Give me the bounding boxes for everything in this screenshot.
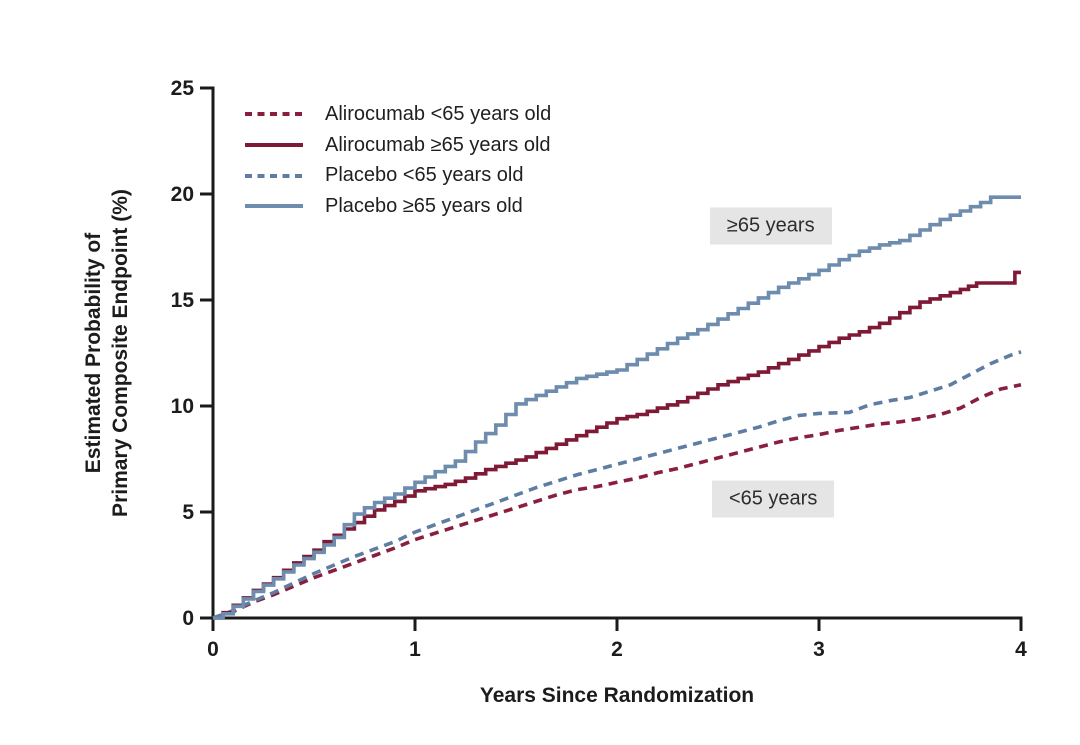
x-tick-label: 2 — [611, 638, 623, 661]
y-tick-label: 15 — [171, 289, 195, 312]
y-axis-title-line2: Primary Composite Endpoint (%) — [109, 189, 132, 517]
legend-label: Placebo <65 years old — [325, 164, 524, 187]
legend-item-alirocumab-lt65: Alirocumab <65 years old — [245, 99, 551, 130]
x-axis-title: Years Since Randomization — [479, 684, 755, 707]
legend-label: Placebo ≥65 years old — [325, 194, 523, 217]
y-tick-label: 10 — [171, 395, 194, 418]
x-tick-label: 4 — [1015, 638, 1027, 661]
annotation-lt65-years: <65 years — [711, 480, 835, 518]
legend-item-placebo-ge65: Placebo ≥65 years old — [245, 191, 551, 222]
y-tick-label: 0 — [182, 607, 194, 630]
legend-item-placebo-lt65: Placebo <65 years old — [245, 160, 551, 191]
series-placebo-ge65 — [213, 195, 1021, 620]
annotation-ge65-years: ≥65 years — [709, 207, 832, 245]
x-tick-label: 1 — [409, 638, 421, 661]
series-placebo-lt65 — [212, 350, 1022, 620]
y-axis-title: Estimated Probability of Primary Composi… — [80, 88, 134, 618]
y-axis-title-line1: Estimated Probability of — [82, 232, 105, 474]
legend-swatch-solid-maroon-icon — [245, 143, 303, 148]
y-tick-label: 20 — [171, 183, 194, 206]
legend-label: Alirocumab <65 years old — [325, 102, 552, 125]
series-alirocumab-ge65 — [213, 270, 1021, 620]
x-tick-label: 3 — [813, 638, 825, 661]
series-alirocumab-lt65 — [212, 383, 1022, 620]
y-tick-label: 5 — [182, 501, 194, 524]
legend: Alirocumab <65 years old Alirocumab ≥65 … — [245, 99, 551, 222]
legend-swatch-solid-blue-icon — [245, 204, 303, 209]
legend-label: Alirocumab ≥65 years old — [325, 133, 551, 156]
legend-item-alirocumab-ge65: Alirocumab ≥65 years old — [245, 130, 551, 161]
x-tick-label: 0 — [207, 638, 219, 661]
legend-swatch-dashed-blue-icon — [245, 173, 303, 178]
legend-swatch-dashed-maroon-icon — [245, 112, 303, 117]
y-tick-label: 25 — [171, 77, 195, 100]
